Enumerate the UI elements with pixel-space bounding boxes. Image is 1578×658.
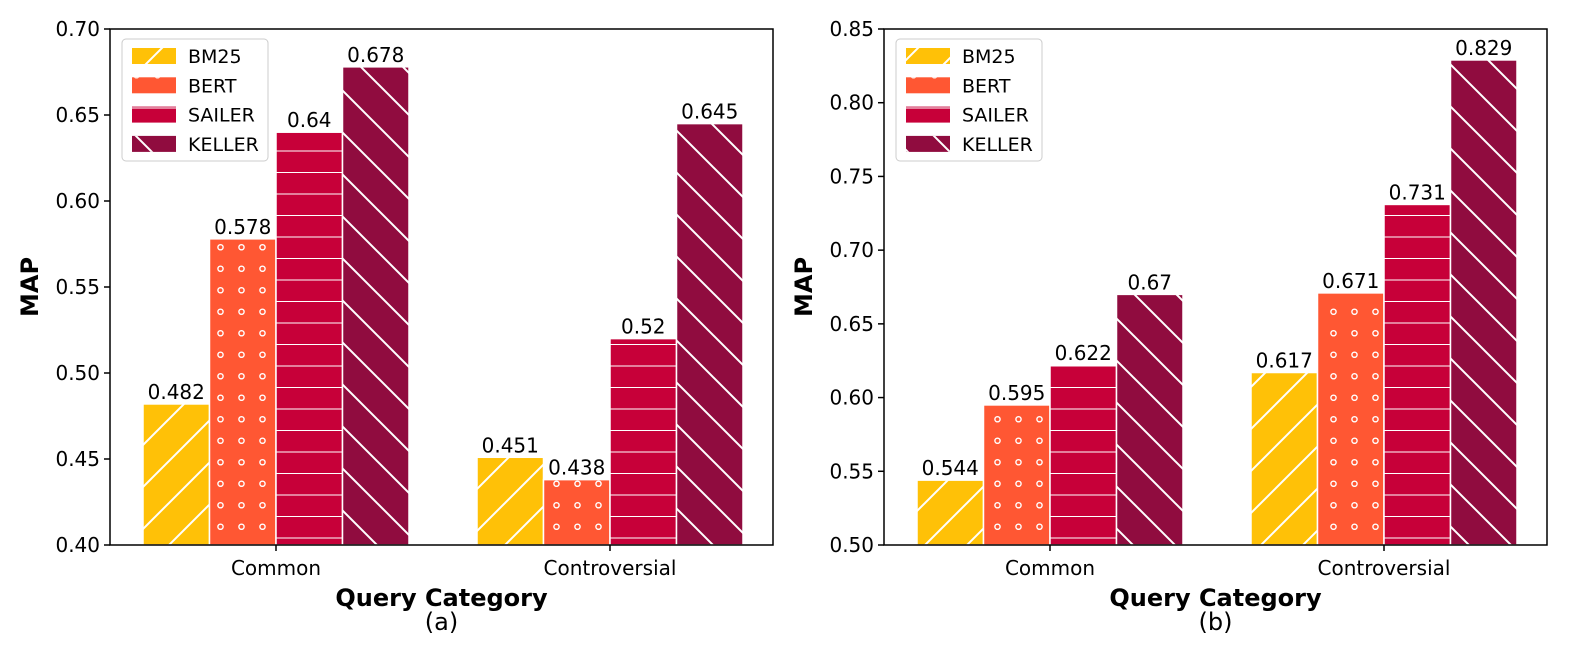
data-label-keller-common: 0.67 xyxy=(1127,270,1172,294)
data-label-sailer-common: 0.622 xyxy=(1055,341,1112,365)
y-tick-label: 0.65 xyxy=(829,312,874,336)
data-label-bm25-controversial: 0.617 xyxy=(1256,349,1313,373)
legend-label-bm25: BM25 xyxy=(188,46,242,68)
y-tick-label: 0.60 xyxy=(829,386,874,410)
legend-label-sailer: SAILER xyxy=(188,105,255,127)
bar-hatch-keller-common xyxy=(341,66,410,546)
bar-hatch-sailer-controversial xyxy=(609,337,678,546)
data-label-keller-controversial: 0.829 xyxy=(1455,36,1512,60)
data-label-bm25-common: 0.482 xyxy=(148,380,205,404)
data-label-keller-common: 0.678 xyxy=(347,43,404,67)
data-label-bert-controversial: 0.438 xyxy=(548,456,605,480)
chart-panel-b: 0.544 0.617 0.595 0.671 0.622 0.731 0.67 0.829 0… xyxy=(790,17,1548,636)
data-label-bm25-controversial: 0.451 xyxy=(482,433,539,457)
bar-hatch-bm25-common xyxy=(916,479,985,546)
legend-label-sailer: SAILER xyxy=(962,105,1029,127)
data-label-bert-common: 0.578 xyxy=(214,215,271,239)
x-axis-title: Query Category xyxy=(1109,584,1322,612)
legend-swatch-hatch-keller xyxy=(132,135,176,152)
x-axis-title: Query Category xyxy=(335,584,548,612)
data-label-keller-controversial: 0.645 xyxy=(681,100,738,124)
bar-hatch-sailer-common xyxy=(1049,364,1118,546)
y-tick-label: 0.40 xyxy=(55,533,100,557)
data-label-sailer-common: 0.64 xyxy=(287,108,332,132)
legend-label-bert: BERT xyxy=(188,75,237,97)
y-tick-label: 0.50 xyxy=(829,533,874,557)
bar-hatch-keller-common xyxy=(1115,293,1184,546)
y-tick-label: 0.65 xyxy=(55,103,100,127)
legend-label-keller: KELLER xyxy=(962,134,1033,156)
bar-hatch-keller-controversial xyxy=(675,122,744,546)
bar-hatch-bert-common xyxy=(982,404,1051,546)
bar-hatch-bm25-controversial xyxy=(476,456,545,546)
data-label-sailer-controversial: 0.52 xyxy=(621,315,666,339)
legend-label-keller: KELLER xyxy=(188,134,259,156)
y-tick-label: 0.70 xyxy=(829,238,874,262)
bar-hatch-bm25-common xyxy=(142,403,211,546)
x-tick-label-controversial: Controversial xyxy=(1318,556,1451,580)
legend-swatch-hatch-bert xyxy=(132,77,176,94)
bar-hatch-sailer-common xyxy=(275,131,344,546)
data-label-bm25-common: 0.544 xyxy=(922,456,979,480)
bar-hatch-keller-controversial xyxy=(1449,59,1518,546)
legend: BM25 BERT SAILER KELLER xyxy=(895,38,1043,162)
legend-swatch-hatch-bm25 xyxy=(906,48,950,64)
panel-caption: (a) xyxy=(425,608,458,636)
legend-swatch-hatch-sailer xyxy=(132,106,176,123)
bar-hatch-bm25-controversial xyxy=(1250,371,1319,546)
chart-panel-a: 0.482 0.451 0.578 0.438 0.64 0.52 0.678 0.645 0.… xyxy=(16,17,774,636)
y-tick-label: 0.70 xyxy=(55,17,100,41)
legend: BM25 BERT SAILER KELLER xyxy=(121,38,269,162)
x-tick-label-controversial: Controversial xyxy=(544,556,677,580)
bar-hatch-bert-controversial xyxy=(1316,292,1385,546)
bar-hatch-sailer-controversial xyxy=(1383,203,1452,546)
y-tick-label: 0.85 xyxy=(829,17,874,41)
plot-frame xyxy=(883,28,1548,546)
y-axis-title: MAP xyxy=(790,257,818,317)
legend-label-bert: BERT xyxy=(962,75,1011,97)
x-tick-label-common: Common xyxy=(1005,556,1095,580)
y-tick-label: 0.45 xyxy=(55,447,100,471)
data-label-bert-common: 0.595 xyxy=(988,381,1045,405)
x-tick-label-common: Common xyxy=(231,556,321,580)
legend-box xyxy=(895,38,1043,162)
y-tick-label: 0.50 xyxy=(55,361,100,385)
panel-caption: (b) xyxy=(1199,608,1233,636)
y-tick-label: 0.75 xyxy=(829,164,874,188)
legend-swatch-hatch-keller xyxy=(906,135,950,152)
legend-swatch-hatch-bm25 xyxy=(132,48,176,64)
legend-swatch-hatch-bert xyxy=(906,77,950,94)
y-tick-label: 0.80 xyxy=(829,91,874,115)
y-tick-label: 0.60 xyxy=(55,189,100,213)
data-label-sailer-controversial: 0.731 xyxy=(1389,180,1446,204)
y-tick-label: 0.55 xyxy=(829,459,874,483)
y-axis-title: MAP xyxy=(16,257,44,317)
bar-hatch-bert-controversial xyxy=(542,478,611,546)
legend-swatch-hatch-sailer xyxy=(906,106,950,123)
data-label-bert-controversial: 0.671 xyxy=(1322,269,1379,293)
legend-label-bm25: BM25 xyxy=(962,46,1016,68)
legend-box xyxy=(121,38,269,162)
y-tick-label: 0.55 xyxy=(55,275,100,299)
bar-hatch-bert-common xyxy=(208,238,277,546)
